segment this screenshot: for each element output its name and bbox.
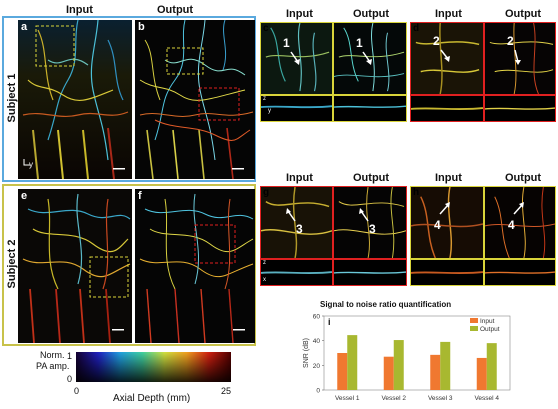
arrows-h (439, 202, 524, 215)
panel-b-image (135, 20, 255, 179)
panel-g-input-side (260, 259, 333, 286)
panel-c-output-side (333, 95, 407, 122)
colorbar-depth-max: 25 (221, 386, 232, 396)
y-tick-label: 40 (313, 338, 321, 345)
subject1-label: Subject 1 (6, 73, 18, 123)
panel-c-output-image (333, 22, 407, 95)
header-h-output: Output (505, 172, 542, 184)
colorbar-depth-label: Axial Depth (mm) (113, 393, 191, 404)
panel-i-letter: i (328, 317, 331, 327)
arrows-c (290, 51, 372, 65)
annotation-h-output: 4 (508, 218, 515, 232)
panel-b-letter: b (138, 21, 145, 33)
subject2-label: Subject 2 (6, 239, 18, 289)
panel-g-input-image (260, 186, 333, 259)
header-g-output: Output (353, 172, 390, 184)
panel-d-input-side (410, 95, 484, 122)
y-tick-label: 0 (316, 388, 320, 395)
panel-c-letter: c (263, 23, 269, 34)
panel-h-input-side (410, 259, 484, 286)
colorbar-amp-min: 0 (67, 374, 73, 384)
header-left-output: Output (157, 4, 194, 16)
x-tick-label: Vessel 3 (428, 395, 453, 402)
annotation-d-output: 2 (507, 34, 514, 48)
annotation-h-input: 4 (434, 218, 441, 232)
panel-c-input-side (260, 95, 333, 122)
panel-d-output-side (484, 95, 556, 122)
y-tick-label: 20 (313, 363, 321, 370)
panel-e-letter: e (21, 190, 28, 202)
header-c-output: Output (353, 8, 390, 20)
legend-swatch-input (470, 318, 478, 323)
arrows-d (440, 49, 521, 65)
bar-input-1 (337, 353, 348, 390)
x-tick-label: Vessel 4 (474, 395, 499, 402)
header-h-input: Input (435, 172, 462, 184)
panel-h-output-image (484, 186, 556, 259)
panel-g-output-side (333, 259, 407, 286)
bar-output-1 (347, 335, 358, 390)
header-g-input: Input (286, 172, 313, 184)
snr-bar-chart: 0 20 40 60 SNR (dB) Vessel 1 Vessel 2 Vessel 3 V… (303, 314, 511, 402)
chart-title: Signal to noise ratio quantification (320, 300, 452, 309)
panel-d-output-image (484, 22, 556, 95)
y-tick-label: 60 (313, 314, 321, 321)
bar-output-4 (486, 343, 497, 390)
header-left-input: Input (66, 4, 93, 16)
arrows-g (286, 208, 369, 222)
annotation-g-input: 3 (296, 222, 303, 236)
panel-a-letter: a (21, 21, 28, 33)
colorbar-label-line2: PA amp. (36, 361, 70, 371)
panel-h-letter: h (413, 187, 420, 198)
panel-g-output-image (333, 186, 407, 259)
panel-e-image (18, 189, 132, 343)
colorbar-amp-max: 1 (67, 351, 73, 361)
legend-label-input: Input (480, 318, 495, 325)
bar-input-4 (476, 357, 487, 390)
colorbar-label-line1: Norm. (40, 350, 65, 360)
axis-x-mark: x (263, 277, 266, 283)
subject2-frame (2, 184, 256, 346)
bar-input-2 (383, 356, 394, 390)
header-d-input: Input (435, 8, 462, 20)
bar-output-2 (393, 340, 404, 390)
axis-y-side-mark: y (268, 108, 271, 114)
axis-z-mark-2: z (263, 260, 266, 266)
legend-swatch-output (470, 326, 478, 331)
axis-z-mark: z (263, 96, 266, 102)
axis-y-mark: y (29, 160, 33, 169)
panel-h-output-side (484, 259, 556, 286)
colorbar-gradient (76, 352, 231, 382)
x-tick-label: Vessel 1 (335, 395, 360, 402)
panel-d-letter: d (413, 23, 420, 34)
header-c-input: Input (286, 8, 313, 20)
y-axis-label: SNR (dB) (303, 338, 310, 368)
subject1-frame (2, 16, 256, 182)
panel-a-image (18, 20, 132, 179)
bar-input-3 (430, 354, 441, 390)
annotation-d-input: 2 (433, 34, 440, 48)
x-tick-label: Vessel 2 (381, 395, 406, 402)
bar-output-3 (440, 341, 451, 390)
panel-g-letter: g (263, 187, 270, 198)
annotation-g-output: 3 (369, 222, 376, 236)
colorbar-depth-min: 0 (74, 386, 80, 396)
panel-f-image (135, 189, 255, 343)
panel-c-input-image (260, 22, 333, 95)
annotation-c-input: 1 (283, 36, 290, 50)
panel-h-input-image (410, 186, 484, 259)
header-d-output: Output (505, 8, 542, 20)
legend-label-output: Output (480, 326, 500, 333)
annotation-c-output: 1 (356, 36, 363, 50)
panel-f-letter: f (138, 190, 142, 202)
